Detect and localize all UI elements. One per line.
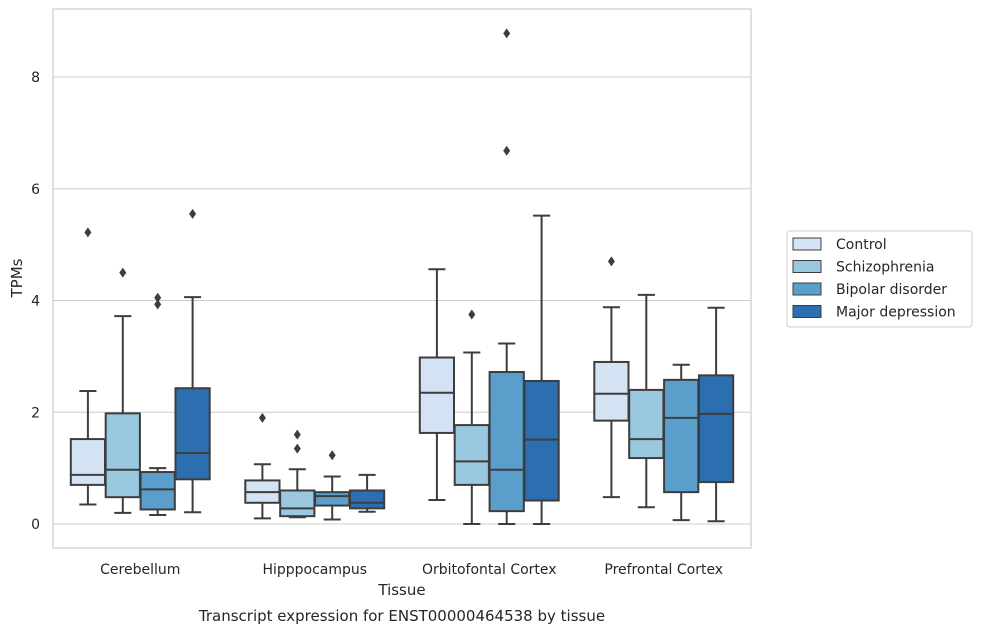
box-major-depression	[523, 214, 560, 525]
outlier-point	[258, 412, 266, 423]
iqr-box	[418, 356, 456, 434]
y-tick-labels: 0 2 4 6 8	[31, 70, 40, 533]
iqr-box	[593, 360, 630, 422]
iqr-box	[104, 412, 141, 499]
iqr-box	[697, 374, 735, 484]
outlier-point	[119, 267, 127, 278]
legend-label: Control	[836, 237, 887, 253]
outlier-point	[468, 309, 476, 320]
y-axis-label: TPMs	[8, 258, 26, 298]
x-tick-label: Orbitofontal Cortex	[422, 562, 557, 578]
x-tick-label: Prefrontal Cortex	[604, 562, 723, 578]
legend: Control Schizophrenia Bipolar disorder Majo…	[786, 230, 973, 328]
y-tick-label: 2	[31, 405, 40, 421]
legend-label: Bipolar disorder	[836, 282, 947, 298]
box-bipolar-disorder	[663, 363, 700, 522]
legend-label: Major depression	[836, 305, 956, 321]
iqr-box	[663, 378, 700, 494]
box-control	[69, 227, 107, 506]
chart-caption: Transcript expression for ENST0000046453…	[198, 607, 605, 625]
y-tick-label: 0	[31, 517, 40, 533]
outlier-point	[154, 292, 162, 303]
outlier-point	[503, 28, 511, 39]
iqr-box	[628, 388, 665, 460]
x-axis-label: Tissue	[377, 581, 425, 599]
outlier-point	[84, 227, 92, 238]
iqr-box	[314, 491, 351, 507]
iqr-box	[348, 489, 386, 510]
iqr-box	[453, 424, 490, 486]
y-tick-label: 8	[31, 70, 40, 86]
x-tick-label: Hipppocampus	[262, 562, 367, 578]
box-groups	[69, 28, 735, 525]
x-tick-labels: Cerebellum Hipppocampus Orbitofontal Corte…	[100, 562, 723, 578]
box-major-depression	[348, 473, 386, 513]
iqr-box	[523, 379, 560, 502]
outlier-point	[189, 208, 197, 219]
box-major-depression	[174, 208, 211, 514]
outlier-point	[328, 450, 336, 461]
legend-swatch	[792, 260, 822, 273]
box-bipolar-disorder	[314, 450, 351, 521]
plot-frame	[52, 8, 752, 549]
outlier-point	[293, 443, 301, 454]
legend-frame	[786, 230, 973, 328]
outlier-point	[503, 145, 511, 156]
y-tick-label: 6	[31, 182, 40, 198]
x-tick-label: Cerebellum	[100, 562, 180, 578]
iqr-box	[279, 489, 316, 518]
box-schizophrenia	[279, 429, 316, 519]
outlier-point	[293, 429, 301, 440]
iqr-box	[488, 371, 525, 513]
box-control	[593, 256, 630, 499]
legend-swatch	[792, 282, 822, 296]
outlier-point	[607, 256, 615, 267]
legend-swatch	[792, 305, 822, 318]
box-major-depression	[697, 306, 735, 523]
box-bipolar-disorder	[488, 28, 525, 525]
box-schizophrenia	[104, 267, 141, 514]
box-schizophrenia	[453, 309, 490, 525]
iqr-box	[139, 471, 176, 511]
legend-label: Schizophrenia	[836, 260, 934, 276]
box-bipolar-disorder	[139, 292, 176, 517]
y-tick-label: 4	[31, 294, 40, 310]
legend-swatch	[792, 237, 822, 251]
box-control	[244, 412, 281, 520]
box-schizophrenia	[628, 293, 665, 509]
outlier-point	[154, 299, 162, 310]
iqr-box	[174, 387, 211, 481]
box-control	[418, 268, 456, 501]
iqr-box	[69, 438, 107, 486]
